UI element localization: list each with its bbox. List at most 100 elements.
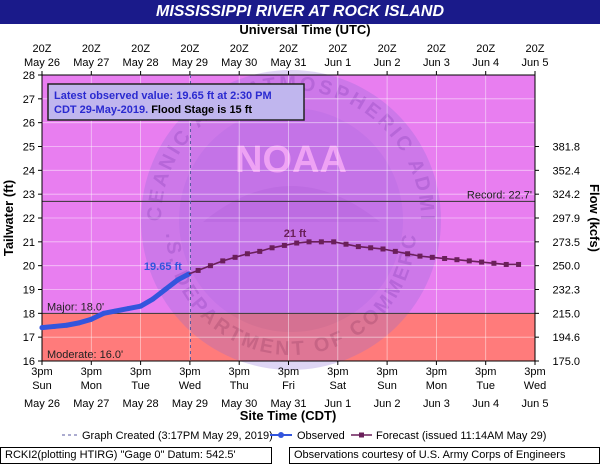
observed-point [125,306,131,312]
forecast-point [257,248,263,254]
forecast-point [405,251,411,257]
flow-tick-label: 324.2 [552,189,580,201]
top-tick-date: May 30 [221,57,257,69]
top-tick-date: Jun 5 [522,57,549,69]
bottom-tick-date: Jun 1 [324,398,351,410]
forecast-point [232,254,238,260]
bottom-tick-label: 3pm [278,366,299,378]
flow-tick-label: 352.4 [552,165,580,177]
top-tick-label: 20Z [33,43,52,55]
bottom-tick-day: Tue [476,380,495,392]
observed-point [150,296,156,302]
forecast-point [491,260,497,266]
y2-axis-label: Flow (kcfs) [587,184,600,252]
legend: Graph Created (3:17PM May 29, 2019) Obser… [62,430,546,442]
ref-line-label: Record: 22.7' [467,189,532,201]
bottom-tick-day: Sat [330,380,347,392]
bottom-tick-date: May 28 [123,398,159,410]
bottom-tick-day: Tue [131,380,150,392]
forecast-point [207,263,213,269]
y-tick-label: 27 [23,94,35,106]
forecast-point [244,251,250,257]
bottom-tick-day: Fri [282,380,295,392]
y-tick-label: 22 [23,213,35,225]
bottom-tick-label: 3pm [179,366,200,378]
forecast-point [318,239,324,245]
bottom-axis-title: Site Time (CDT) [240,408,337,423]
flow-tick-label: 273.5 [552,237,580,249]
top-tick-date: May 31 [270,57,306,69]
top-tick-label: 20Z [476,43,495,55]
flow-tick-label: 215.0 [552,308,580,320]
footer-datum-box: RCKI2(plotting HTIRG) "Gage 0" Datum: 54… [0,447,272,464]
bottom-tick-day: Wed [179,380,201,392]
observed-point [76,320,82,326]
top-tick-label: 20Z [180,43,199,55]
top-tick-label: 20Z [82,43,101,55]
flow-tick-label: 381.8 [552,142,580,154]
observed-point [162,287,168,292]
annotations: 19.65 ft 21 ft Latest observed value: 19.6… [47,83,307,273]
top-axis-title: Universal Time (UTC) [239,22,370,37]
forecast-point [429,254,435,260]
flood-stage-text: Flood Stage is 15 ft [148,104,252,116]
bottom-tick-day: Mon [426,380,447,392]
bottom-tick-label: 3pm [81,366,102,378]
top-tick-date: May 29 [172,57,208,69]
axes: 16 17 18 19 20 21 22 23 24 25 26 27 28 175.0 194.6 215.… [23,43,580,410]
footer-credit-text: Observations courtesy of U.S. Army Corps… [294,449,566,461]
legend-observed-marker [278,432,284,438]
bottom-tick-label: 3pm [426,366,447,378]
latest-observation-box [47,83,305,121]
bottom-tick-label: 3pm [376,366,397,378]
y-tick-label: 21 [23,237,35,249]
bottom-tick-date: Jun 4 [472,398,499,410]
y-tick-label: 25 [23,142,35,154]
forecast-point [479,259,485,265]
forecast-point [516,261,522,267]
legend-forecast-marker [359,432,364,438]
top-tick-label: 20Z [427,43,446,55]
bottom-tick-label: 3pm [475,366,496,378]
observed-point [51,323,57,329]
y-axis-label: Tailwater (ft) [1,180,16,256]
observed-point [88,316,94,322]
bottom-tick-date: Jun 5 [522,398,549,410]
ref-line-label: Major: 18.0' [47,301,104,313]
footer-credit-box: Observations courtesy of U.S. Army Corps… [289,447,600,464]
y-tick-label: 23 [23,189,35,201]
observed-point [101,310,107,316]
bottom-tick-date: May 26 [24,398,60,410]
bottom-tick-day: Sun [377,380,397,392]
top-tick-date: May 28 [123,57,159,69]
forecast-point [331,239,337,245]
bottom-tick-day: Wed [524,380,546,392]
footer-datum-text: RCKI2(plotting HTIRG) "Gage 0" Datum: 54… [5,449,236,461]
top-tick-date: Jun 4 [472,57,499,69]
forecast-point [269,245,275,251]
forecast-point [281,242,287,248]
bottom-tick-label: 3pm [228,366,249,378]
flow-tick-label: 250.0 [552,261,580,273]
forecast-point [195,267,201,273]
top-tick-date: Jun 3 [423,57,450,69]
top-tick-date: May 27 [73,57,109,69]
y-tick-label: 16 [23,356,35,368]
observed-point [175,277,181,283]
top-tick-label: 20Z [131,43,150,55]
top-tick-date: Jun 2 [374,57,401,69]
bottom-tick-label: 3pm [524,366,545,378]
flow-tick-label: 232.3 [552,285,580,297]
bottom-tick-day: Mon [81,380,102,392]
y-tick-label: 28 [23,70,35,82]
forecast-peak-label: 21 ft [284,228,307,240]
bottom-tick-date: Jun 3 [423,398,450,410]
legend-observed: Observed [297,430,345,442]
flow-tick-label: 297.9 [552,213,580,225]
y-tick-label: 19 [23,285,35,297]
forecast-point [368,245,374,251]
y-tick-label: 26 [23,118,35,130]
y-tick-label: 20 [23,261,35,273]
bottom-tick-label: 3pm [31,366,52,378]
